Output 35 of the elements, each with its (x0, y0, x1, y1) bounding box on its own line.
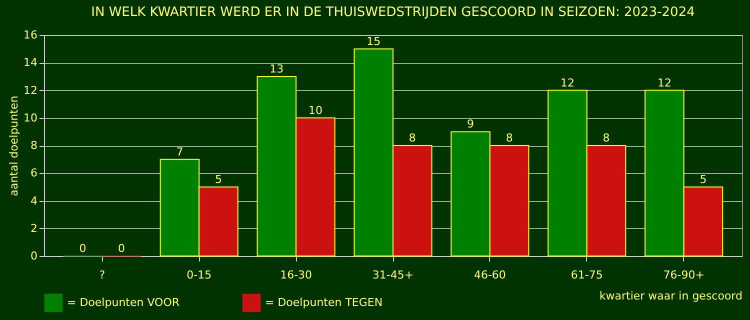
x-tick-label: 76-90+ (663, 268, 704, 282)
data-label: 8 (506, 132, 513, 144)
data-label: 0 (79, 242, 86, 255)
y-tick-label: 0 (30, 250, 38, 262)
y-tick-label: 8 (30, 139, 38, 152)
y-tick-label: 16 (24, 28, 38, 42)
legend-label: = Doelpunten VOOR (67, 296, 180, 309)
x-tick-label: 31-45+ (372, 268, 414, 282)
data-label: 13 (270, 62, 284, 76)
x-tick-label: 46-60 (474, 268, 506, 282)
y-tick-label: 12 (24, 84, 38, 97)
data-label: 8 (408, 132, 416, 144)
data-label: 12 (560, 76, 574, 90)
data-label: 0 (118, 242, 126, 255)
x-axis-title: kwartier waar in gescoord (599, 290, 742, 302)
data-label: 8 (602, 132, 610, 144)
data-label: 5 (700, 172, 707, 186)
data-label: 5 (215, 172, 222, 186)
x-tick-label: 0-15 (186, 268, 212, 282)
x-tick-label: ? (99, 268, 106, 282)
y-tick-label: 2 (30, 222, 38, 235)
data-label: 7 (176, 145, 184, 158)
y-tick-label: 4 (30, 194, 38, 208)
y-tick-label: 14 (24, 56, 38, 70)
y-tick-label: 6 (30, 166, 38, 180)
data-label: 15 (366, 34, 381, 48)
data-label: 12 (657, 76, 672, 90)
y-axis-title: aantal doelpunten (8, 96, 21, 196)
data-label: 10 (308, 104, 322, 117)
x-tick-label: 16-30 (280, 268, 312, 282)
chart-title: IN WELK KWARTIER WERD ER IN DE THUISWEDSTRIJDEN GESCOORD IN SEIZOEN: 2023-2024 (91, 5, 695, 20)
x-tick-label: 61-75 (570, 268, 603, 282)
y-tick-label: 10 (24, 111, 38, 124)
legend-label: = Doelpunten TEGEN (265, 296, 383, 309)
data-label: 9 (467, 118, 474, 131)
